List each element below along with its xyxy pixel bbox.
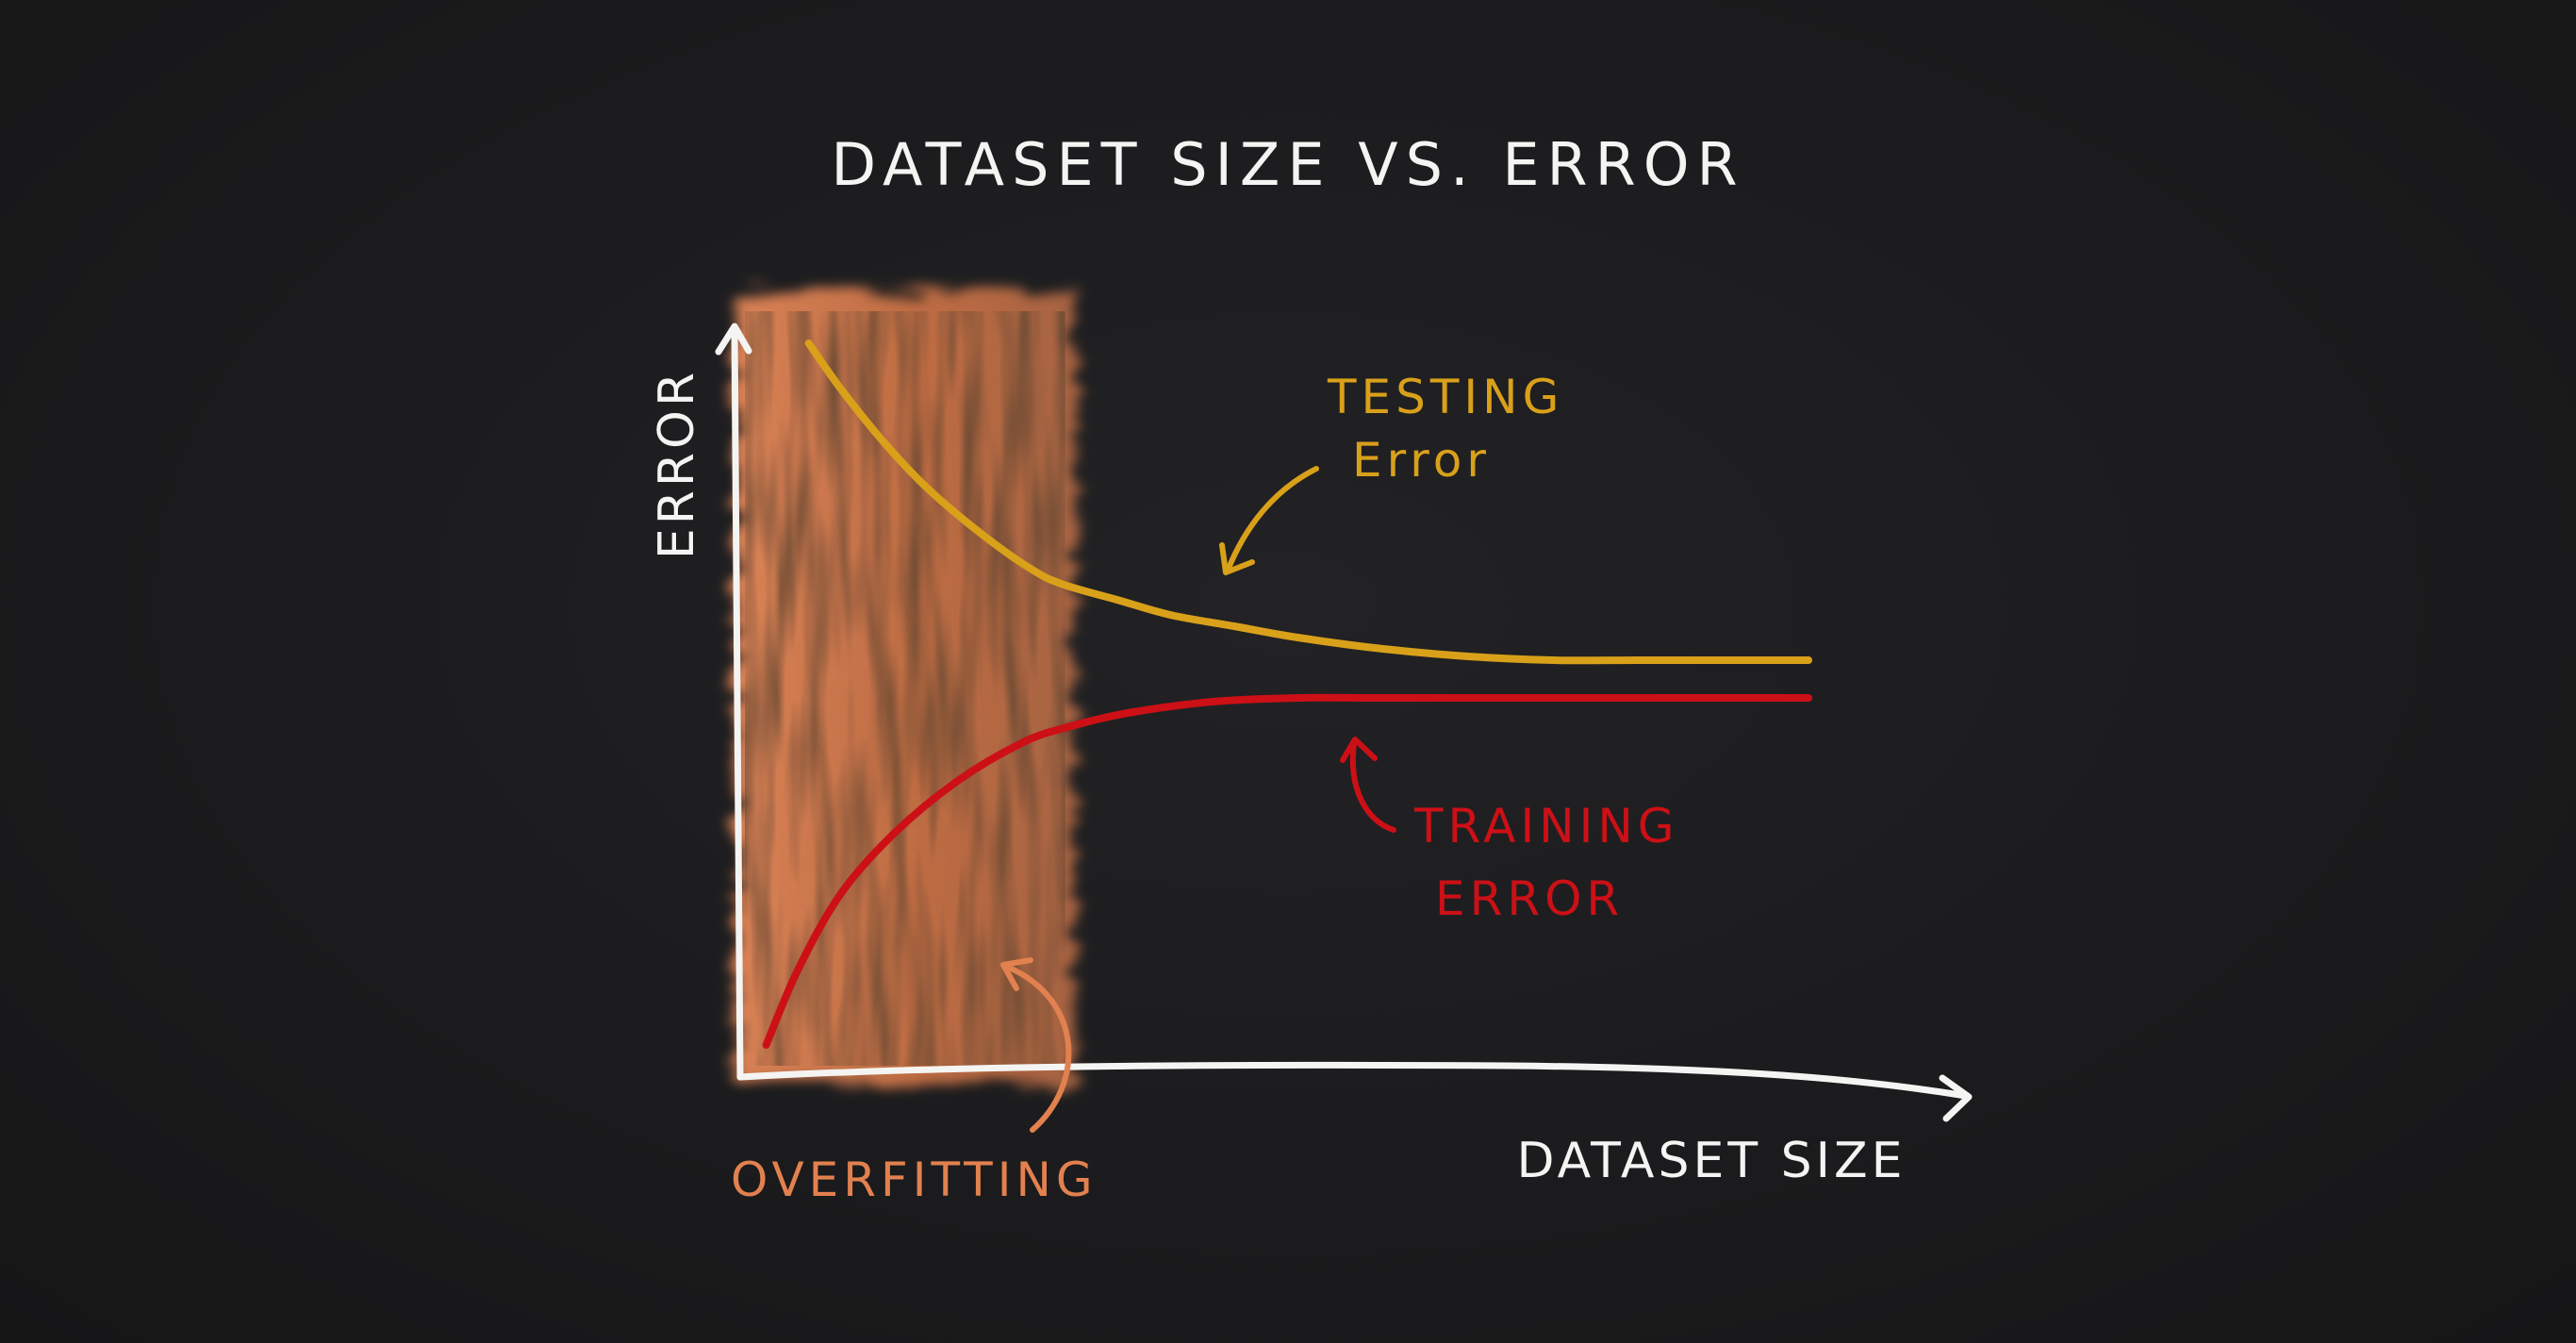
overfitting-region [735,292,1075,1085]
x-axis-line [736,1061,1970,1100]
y-axis-line [731,324,744,1081]
x-axis-label: DATASET SIZE [1517,1133,1907,1189]
training-error-arrowhead [1340,737,1378,763]
overfitting-arrowhead [1000,957,1033,991]
series-layer [762,340,1812,1049]
training-error-arrow [1349,740,1396,833]
testing-error-line [804,340,1812,665]
overfitting-streaks [745,311,1065,1066]
training-error-label-line2: ERROR [1435,871,1624,926]
overfitting-arrow [1004,964,1072,1133]
testing-error-annotation: TESTING Error [1219,370,1563,575]
overfitting-label: OVERFITTING [731,1152,1098,1207]
training-error-label-line1: TRAINING [1413,799,1679,854]
y-axis-label: ERROR [649,369,705,559]
y-axis-arrowhead [715,323,752,356]
testing-error-arrow [1225,466,1319,573]
testing-error-label-line1: TESTING [1327,370,1563,424]
axes [715,323,1973,1122]
chart-title: DATASET SIZE VS. ERROR [831,130,1744,199]
overfitting-annotation: OVERFITTING [731,957,1098,1207]
testing-error-label-line2: Error [1352,433,1491,488]
testing-error-arrowhead [1219,542,1255,575]
training-error-line [762,693,1812,1049]
x-axis-arrowhead [1939,1074,1973,1122]
training-error-annotation: TRAINING ERROR [1340,737,1679,926]
